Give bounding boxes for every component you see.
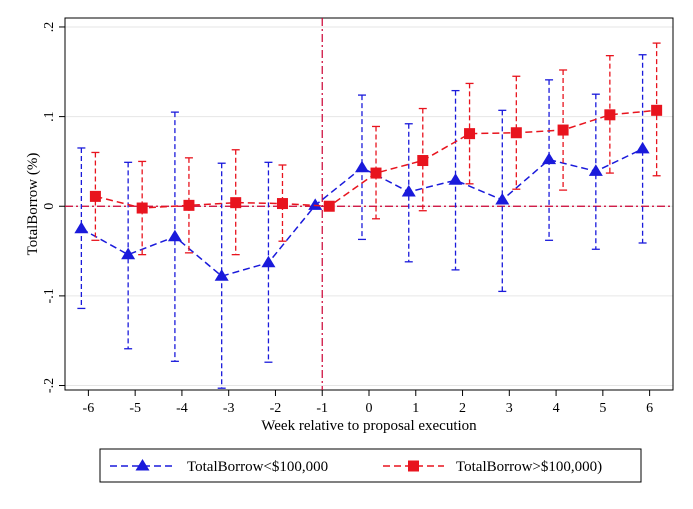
- legend-item-below-100k: TotalBorrow<$100,000: [110, 459, 328, 475]
- x-tick-label: -3: [223, 401, 235, 416]
- y-tick-label: 0: [42, 203, 57, 210]
- data-point-0: [635, 141, 650, 154]
- data-point-0: [261, 255, 276, 268]
- data-point-0: [354, 160, 369, 173]
- data-point-0: [448, 173, 463, 185]
- legend-label-below-100k: TotalBorrow<$100,000: [187, 459, 328, 475]
- legend-item-above-100k: TotalBorrow>$100,000): [383, 459, 602, 475]
- y-tick-label: -.2: [42, 378, 57, 393]
- data-point-0: [308, 198, 323, 210]
- legend-box: [99, 448, 642, 483]
- legend-label-above-100k: TotalBorrow>$100,000): [456, 459, 602, 475]
- data-point-1: [323, 200, 335, 212]
- data-point-1: [464, 128, 476, 140]
- legend: TotalBorrow<$100,000 TotalBorrow>$100,00…: [99, 448, 642, 483]
- x-tick-label: 2: [459, 401, 466, 416]
- data-point-1: [370, 167, 382, 179]
- data-point-1: [89, 190, 101, 202]
- y-axis-title: TotalBorrow (%): [25, 153, 41, 256]
- data-point-1: [136, 202, 148, 214]
- y-tick-label: .1: [42, 111, 57, 122]
- data-point-0: [121, 247, 136, 260]
- data-point-1: [557, 124, 569, 136]
- legend-swatch-marker: [135, 459, 150, 471]
- x-tick-label: -4: [176, 401, 188, 416]
- data-point-1: [651, 104, 663, 116]
- x-tick-label: -2: [270, 401, 282, 416]
- x-tick-label: 6: [646, 401, 653, 416]
- x-tick-label: -1: [316, 401, 328, 416]
- data-point-1: [417, 155, 429, 167]
- x-tick-label: 3: [506, 401, 513, 416]
- data-point-0: [214, 269, 229, 281]
- data-point-1: [183, 199, 195, 211]
- data-point-0: [542, 152, 557, 165]
- x-tick-label: 4: [553, 401, 560, 416]
- x-tick-label: 1: [412, 401, 419, 416]
- data-point-0: [401, 184, 416, 197]
- y-tick-label: .2: [42, 22, 57, 33]
- x-tick-label: 5: [599, 401, 606, 416]
- legend-swatch-marker: [408, 460, 419, 472]
- data-point-0: [588, 164, 603, 176]
- data-point-1: [276, 198, 288, 210]
- x-axis-title: Week relative to proposal execution: [261, 418, 477, 434]
- x-tick-label: 0: [366, 401, 373, 416]
- data-point-1: [510, 127, 522, 139]
- plot-group: -6 -5 -4 -3 -2 -1 0 1 2 3 4 5 6 -.2 -.1 0 .1 .2: [42, 17, 674, 416]
- data-point-1: [230, 197, 242, 209]
- data-point-0: [74, 221, 89, 234]
- data-point-1: [604, 109, 616, 121]
- y-tick-label: -.1: [42, 288, 57, 303]
- x-tick-label: -5: [129, 401, 141, 416]
- x-tick-label: -6: [83, 401, 95, 416]
- data-point-0: [495, 192, 510, 205]
- data-point-0: [167, 229, 182, 242]
